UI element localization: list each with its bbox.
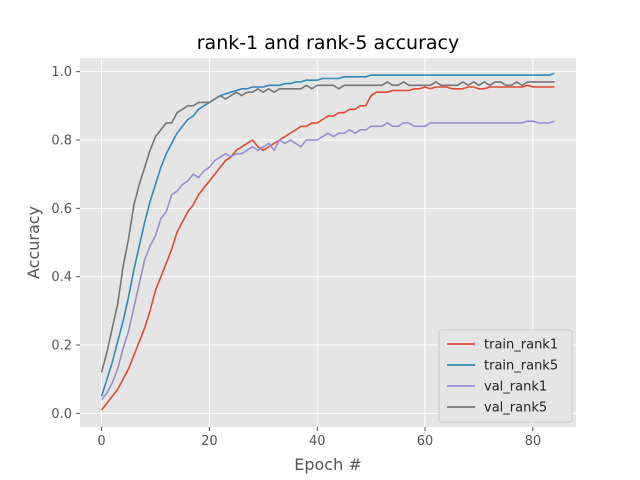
chart-title: rank-1 and rank-5 accuracy [197,32,459,54]
y-tick-label-2: 0.4 [51,270,72,285]
x-axis-label: Epoch # [294,455,361,474]
legend-box [438,329,573,423]
y-tick-label-1: 0.2 [51,339,72,354]
x-tick-label-2: 40 [309,434,326,449]
legend-label-train-rank5: train_rank5 [484,359,558,374]
legend-label-val-rank5: val_rank5 [484,401,547,416]
x-tick-label-0: 0 [97,434,105,449]
series-line-train-rank1 [100,84,555,411]
legend-label-train-rank1: train_rank1 [484,338,558,353]
y-axis-label: Accuracy [24,206,43,279]
grid [80,58,576,427]
y-tick-label-5: 1.0 [51,65,72,80]
y-tick-label-3: 0.6 [51,202,72,217]
x-tick-label-1: 20 [201,434,218,449]
series-line-val-rank1 [100,120,555,401]
y-tick-label-0: 0.0 [51,407,72,422]
legend: train_rank1 train_rank5 val_rank1 val_rank5 [438,329,573,423]
series-line-train-rank5 [100,72,555,397]
legend-label-val-rank1: val_rank1 [484,380,547,395]
series-line-val-rank5 [100,81,555,373]
series-layer [100,72,555,411]
tick-labels: 0 20 40 60 80 0.0 0.2 0.4 0.6 0.8 1.0 [51,65,541,449]
x-tick-label-4: 80 [525,434,542,449]
x-tick-label-3: 60 [417,434,434,449]
y-tick-label-4: 0.8 [51,134,72,149]
